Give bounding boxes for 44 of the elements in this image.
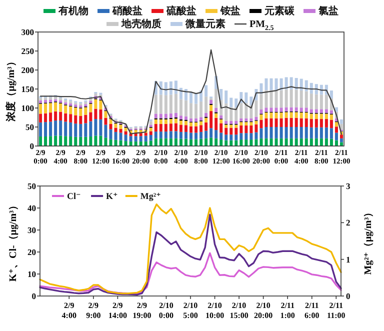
legend-label: 氯盐 xyxy=(318,4,338,16)
y-tick-label: 0 xyxy=(32,291,36,301)
x-tick-label: 2/11 6:00 xyxy=(304,301,320,320)
legend-label: 硝酸盐 xyxy=(112,4,142,16)
legend-label: 微量元素 xyxy=(184,18,226,30)
x-tick-label: 2/10 5:00 xyxy=(183,301,198,320)
x-tick-label: 2/9 9:00 xyxy=(86,301,101,320)
x-tick-label: 2/9 14:00 xyxy=(108,301,128,320)
legend-label: Mg²⁺ xyxy=(140,191,162,201)
y-axis-title: 浓度（μg/m³） xyxy=(4,56,16,122)
x-tick-label: 2/11 1:00 xyxy=(280,301,295,320)
y-tick-label: 50 xyxy=(28,181,36,191)
legend-label: 元素碳 xyxy=(264,4,296,16)
legend-label: K⁺ xyxy=(106,191,118,201)
legend-label: 有机物 xyxy=(58,4,88,16)
y-tick-label: 30 xyxy=(28,225,36,235)
y-tick-label: 250 xyxy=(21,46,34,56)
y-tick-label: 10 xyxy=(28,269,36,279)
x-tick-label: 2/9 4:00 xyxy=(62,301,76,320)
legend-label: 硫酸盐 xyxy=(166,4,196,16)
x-tick-label: 2/10 0:00 xyxy=(158,301,174,320)
y-tick-label: 200 xyxy=(21,65,34,75)
y-axis-title: K⁺、Cl-（μg/m³） xyxy=(8,200,18,282)
x-tick-label: 2/9 19:00 xyxy=(132,301,152,320)
y2-axis-title: Mg²⁺（μg/m³） xyxy=(362,207,374,275)
y-tick-label: 300 xyxy=(21,27,34,37)
x-tick-label: 2/11 11:00 xyxy=(327,301,346,320)
y-tick-label: 150 xyxy=(21,84,34,94)
y2-tick-label: 0 xyxy=(346,291,350,301)
y-tick-label: 100 xyxy=(21,103,34,113)
y-tick-label: 50 xyxy=(26,122,34,132)
x-tick-label: 2/10 20:00 xyxy=(254,301,273,320)
y2-tick-label: 3 xyxy=(346,181,350,191)
legend-label: PM$_{2.5}$ xyxy=(250,18,274,32)
x-tick-label: 2/10 10:00 xyxy=(205,301,224,320)
legend-label: Cl⁻ xyxy=(67,191,81,201)
legend-label: 铵盐 xyxy=(220,4,240,16)
y-tick-label: 40 xyxy=(28,203,36,213)
x-tick-label: 2/10 15:00 xyxy=(230,301,248,320)
legend-label: 地壳物质 xyxy=(120,18,162,30)
y2-tick-label: 2 xyxy=(346,218,350,228)
y2-tick-label: 1 xyxy=(346,254,350,264)
y-tick-label: 20 xyxy=(28,247,36,257)
y-tick-label: 0 xyxy=(30,141,34,151)
